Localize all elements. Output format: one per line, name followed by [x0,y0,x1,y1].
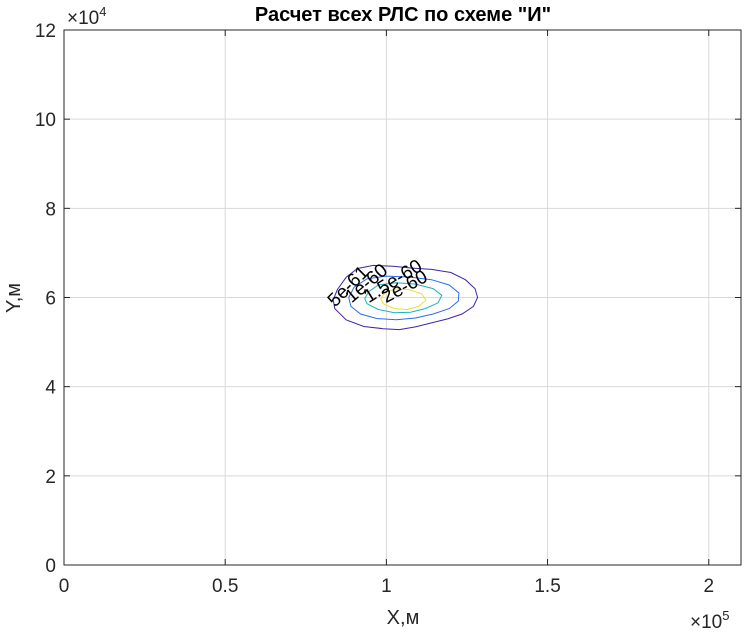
x-tick-label: 0.5 [212,576,238,597]
x-axis-label: X,м [387,607,420,629]
y-exponent-base: ×10 [67,8,99,29]
y-axis-label: Y,м [3,283,25,313]
y-tick-label: 8 [45,199,56,220]
x-tick-label: 1.5 [534,576,560,597]
contour-line [364,282,443,314]
ticks: 0 0.5 1 1.5 2 0 2 4 6 8 10 12 [35,21,741,597]
x-exponent-power: 5 [722,608,729,623]
y-exponent-power: 4 [99,4,106,19]
contour-lines [332,264,479,331]
x-exponent-base: ×10 [690,612,722,631]
contour-line [332,264,479,331]
contour-line [348,275,460,321]
grid [64,30,741,565]
x-tick-label: 0 [59,576,70,597]
contour-line [380,288,427,311]
y-exponent-label: ×104 [67,4,106,29]
y-tick-label: 6 [45,289,56,310]
y-tick-label: 10 [35,110,56,131]
y-tick-label: 4 [45,378,56,399]
chart-title: Расчет всех РЛС по схеме "И" [255,4,551,26]
x-tick-label: 2 [703,576,714,597]
y-tick-label: 2 [45,467,56,488]
y-tick-label: 12 [35,21,56,42]
x-exponent-label: ×105 [690,608,729,631]
x-tick-label: 1 [381,576,392,597]
y-tick-label: 0 [45,556,56,577]
